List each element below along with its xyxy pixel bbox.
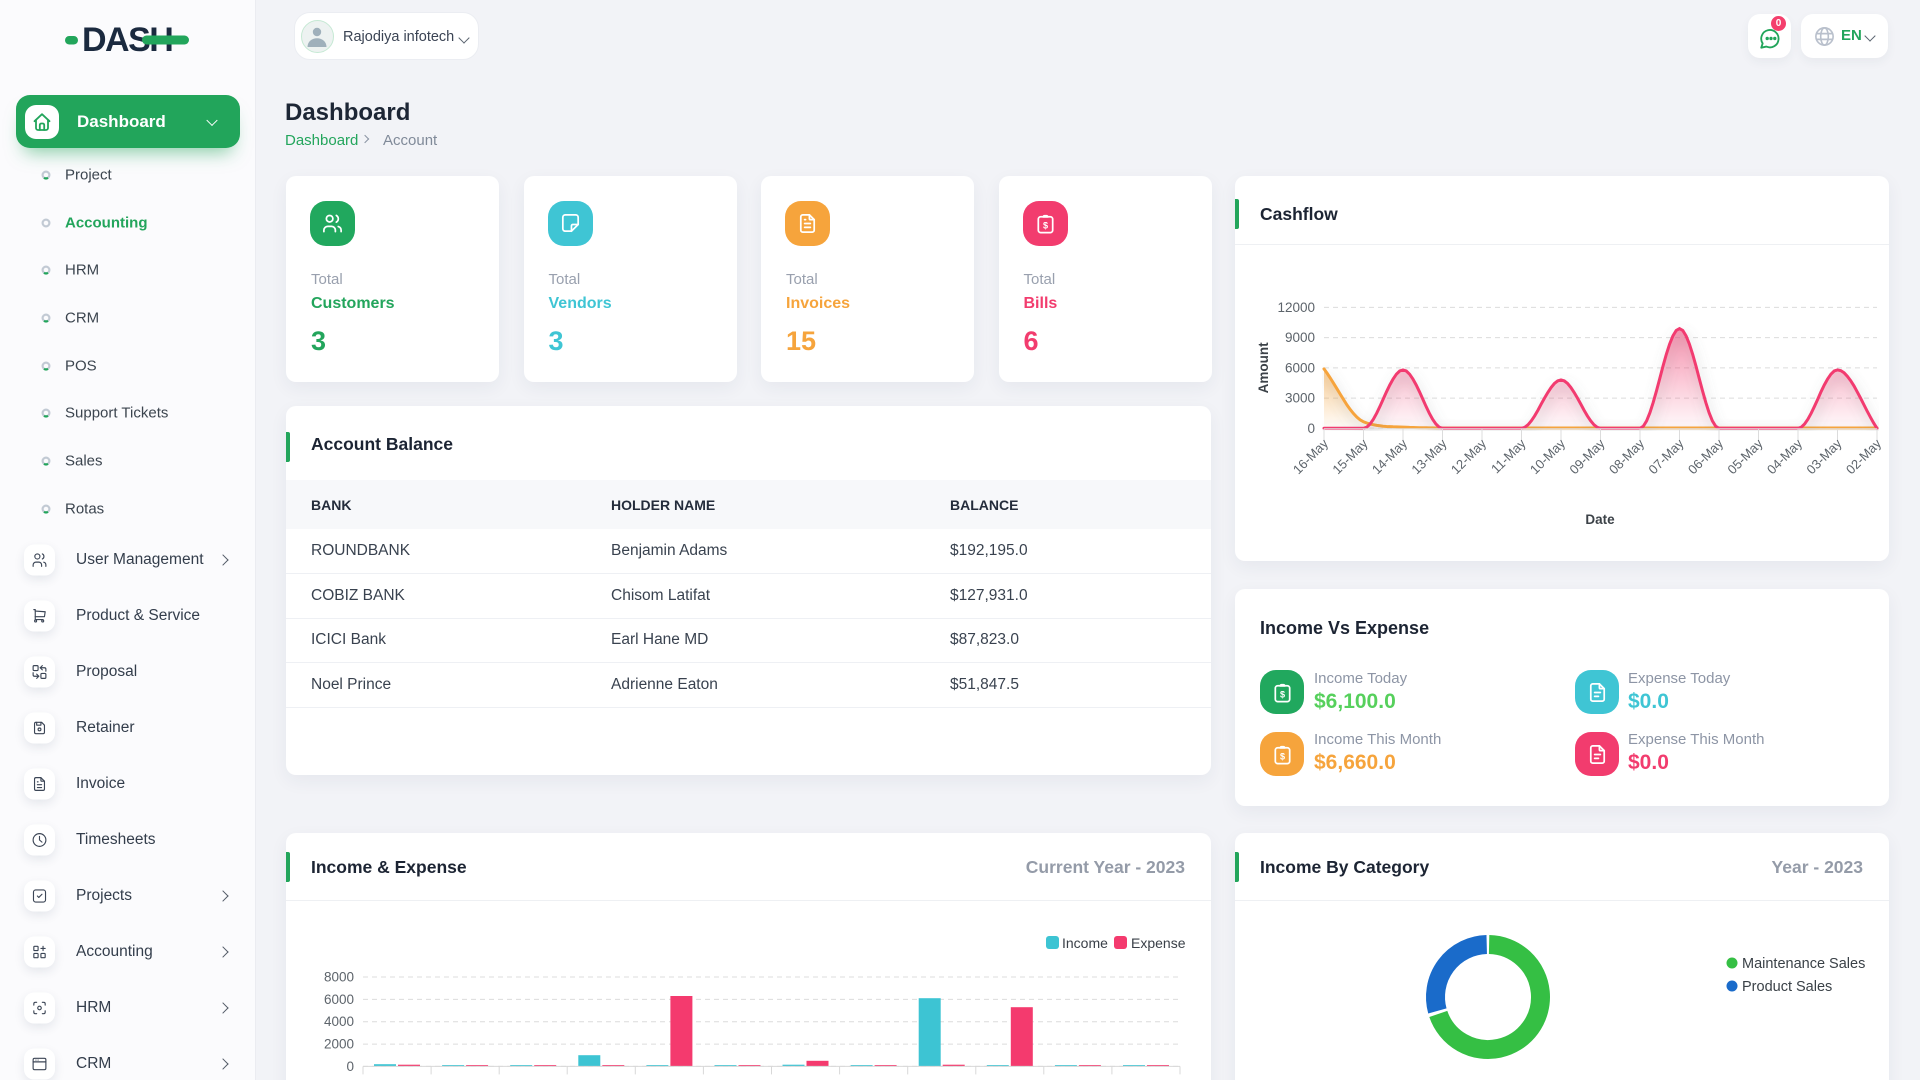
svg-text:6000: 6000: [1285, 360, 1315, 375]
svg-text:08-May: 08-May: [1606, 435, 1648, 477]
svg-text:Maintenance Sales: Maintenance Sales: [1742, 956, 1865, 972]
svg-text:2000: 2000: [324, 1037, 354, 1052]
svg-text:3000: 3000: [1285, 391, 1315, 406]
svg-text:$: $: [1042, 220, 1047, 230]
svg-text:8000: 8000: [324, 970, 354, 985]
svg-text:09-May: 09-May: [1566, 435, 1608, 477]
svg-text:12000: 12000: [1277, 300, 1315, 315]
svg-text:0: 0: [1307, 421, 1315, 436]
svg-text:03-May: 03-May: [1803, 435, 1845, 477]
svg-text:0: 0: [346, 1059, 354, 1074]
svg-text:9000: 9000: [1285, 330, 1315, 345]
svg-text:02-May: 02-May: [1843, 435, 1885, 477]
svg-text:Amount: Amount: [1256, 342, 1271, 393]
svg-text:6000: 6000: [324, 992, 354, 1007]
svg-text:15-May: 15-May: [1329, 435, 1371, 477]
svg-text:04-May: 04-May: [1764, 435, 1806, 477]
svg-text:Date: Date: [1585, 512, 1615, 527]
svg-text:Product Sales: Product Sales: [1742, 979, 1832, 995]
svg-text:16-May: 16-May: [1290, 435, 1332, 477]
svg-text:12-May: 12-May: [1448, 435, 1490, 477]
svg-text:4000: 4000: [324, 1014, 354, 1029]
svg-text:11-May: 11-May: [1488, 435, 1529, 476]
svg-text:$: $: [1280, 751, 1285, 761]
svg-text:$: $: [1280, 689, 1285, 699]
svg-text:07-May: 07-May: [1645, 435, 1687, 477]
svg-text:05-May: 05-May: [1724, 435, 1766, 477]
svg-text:10-May: 10-May: [1527, 435, 1569, 477]
svg-text:06-May: 06-May: [1685, 435, 1727, 477]
svg-text:13-May: 13-May: [1408, 435, 1450, 477]
svg-text:14-May: 14-May: [1369, 435, 1411, 477]
